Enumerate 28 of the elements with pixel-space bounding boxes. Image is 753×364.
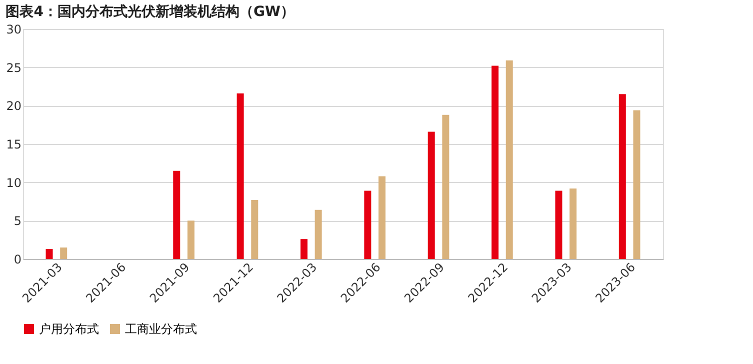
y-tick-label: 10 bbox=[6, 176, 22, 190]
bar bbox=[300, 239, 308, 259]
legend-label: 工商业分布式 bbox=[125, 322, 197, 336]
bar bbox=[442, 114, 450, 259]
bar bbox=[187, 220, 194, 259]
bar bbox=[60, 248, 68, 259]
bar bbox=[378, 176, 386, 259]
y-tick-label: 0 bbox=[14, 252, 22, 266]
bar bbox=[570, 188, 577, 259]
y-tick-label: 15 bbox=[6, 138, 22, 152]
bar bbox=[364, 190, 372, 259]
bar bbox=[633, 110, 640, 259]
bar bbox=[173, 170, 180, 259]
y-tick-label: 20 bbox=[6, 99, 22, 114]
legend-label: 户用分布式 bbox=[39, 322, 99, 336]
bar bbox=[492, 66, 499, 259]
bar bbox=[506, 60, 513, 259]
bar bbox=[555, 190, 562, 259]
bar bbox=[314, 210, 322, 259]
bar bbox=[46, 249, 53, 259]
bar bbox=[428, 132, 435, 259]
chart-title: 图表4：国内分布式光伏新增装机结构（GW） bbox=[6, 3, 294, 20]
bar bbox=[618, 94, 626, 259]
y-tick-label: 25 bbox=[6, 60, 22, 75]
y-tick-label: 5 bbox=[14, 214, 22, 228]
y-tick-label: 30 bbox=[6, 22, 22, 36]
bar bbox=[251, 200, 258, 259]
bar bbox=[236, 93, 244, 259]
